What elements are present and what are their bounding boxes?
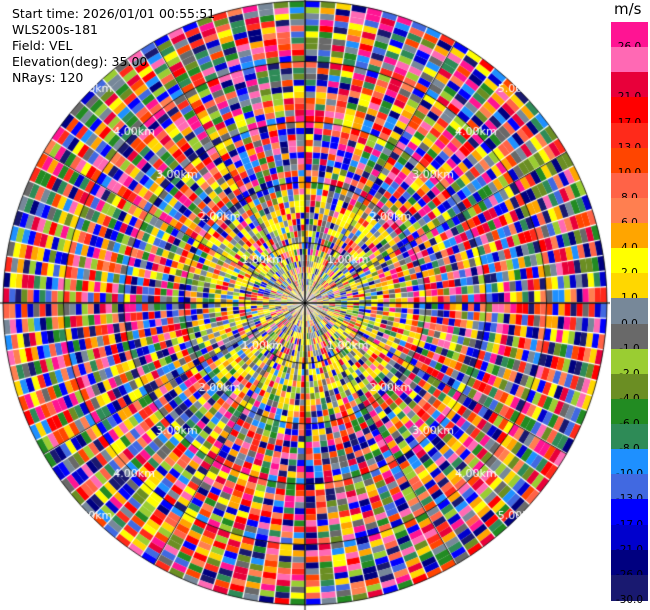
colorbar-bin — [611, 449, 648, 475]
colorbar-bin — [611, 147, 648, 174]
field-text: Field: VEL — [12, 38, 73, 53]
colorbar-bin — [611, 248, 648, 274]
colorbar-bin — [611, 122, 648, 149]
colorbar-bin — [611, 574, 648, 601]
colorbar-bin — [611, 22, 648, 48]
colorbar-bin — [611, 373, 648, 400]
elevation-text: Elevation(deg): 35.00 — [12, 54, 148, 69]
colorbar-bin — [611, 273, 648, 300]
nrays-text: NRays: 120 — [12, 70, 84, 85]
colorbar-bin — [611, 47, 648, 73]
colorbar-bin — [611, 97, 648, 124]
colorbar-bin — [611, 172, 648, 199]
colorbar-bin — [611, 323, 648, 350]
colorbar-bin — [611, 72, 648, 98]
colorbar-bin — [611, 398, 648, 425]
colorbar-bin — [611, 499, 648, 526]
radar-ppi-plot — [0, 0, 610, 610]
colorbar-bin — [611, 549, 648, 576]
colorbar-bin — [611, 474, 648, 501]
colorbar-unit-label: m/s — [614, 0, 642, 18]
colorbar-bin — [611, 524, 648, 551]
start-time-text: Start time: 2026/01/01 00:55:51 — [12, 6, 216, 21]
colorbar-bin — [611, 298, 648, 325]
colorbar-bin — [611, 223, 648, 249]
colorbar-tick-label: -30.0 — [615, 594, 644, 606]
colorbar-bin — [611, 348, 648, 375]
site-name-text: WLS200s-181 — [12, 22, 98, 37]
colorbar-bin — [611, 197, 648, 224]
colorbar-bin — [611, 424, 648, 450]
